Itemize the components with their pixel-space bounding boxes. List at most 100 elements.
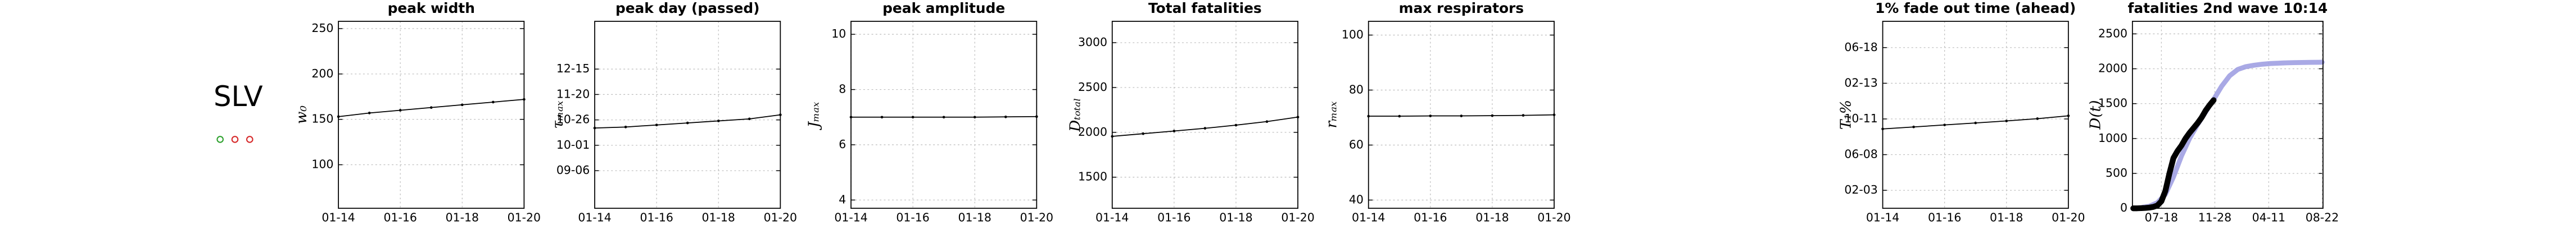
y-tick-label: 09-06: [556, 163, 590, 177]
data-point: [655, 123, 658, 127]
x-tick-label: 01-14: [1095, 211, 1129, 224]
y-axis-label: Dₜₒₜₐₗ: [1067, 98, 1084, 132]
status-dot: [246, 136, 253, 143]
y-tick-label: 200: [311, 67, 333, 80]
y-tick-label: 40: [1349, 192, 1364, 206]
data-point: [1912, 125, 1915, 129]
x-tick-label: 01-16: [896, 211, 929, 224]
x-tick-label: 07-18: [2145, 211, 2178, 224]
data-point: [686, 121, 689, 125]
plot-frame: [1111, 21, 1298, 209]
status-dot: [231, 136, 239, 143]
data-point: [880, 116, 884, 119]
x-tick-label: 01-18: [958, 211, 992, 224]
x-tick-label: 01-16: [1414, 211, 1447, 224]
data-point: [429, 106, 433, 109]
y-axis-label: T₁%: [1837, 100, 1854, 130]
y-axis-label: rₘₐₓ: [1323, 101, 1340, 129]
data-point: [1429, 114, 1432, 117]
y-tick-label: 100: [1342, 27, 1364, 41]
plot-frame: [1368, 21, 1555, 209]
data-point: [1398, 114, 1401, 118]
region-label: SLV: [214, 80, 263, 113]
x-tick-label: 01-16: [384, 211, 417, 224]
data-point: [973, 116, 976, 119]
y-tick-label: 1500: [1078, 170, 1107, 183]
y-tick-label: 0: [2120, 201, 2127, 214]
x-tick-label: 01-18: [1219, 211, 1252, 224]
data-point: [460, 103, 464, 107]
x-tick-label: 01-14: [1352, 211, 1385, 224]
y-tick-label: 60: [1349, 137, 1364, 151]
chart-title: max respirators: [1399, 0, 1524, 16]
observed-line: [2130, 97, 2217, 212]
x-tick-label: 01-18: [446, 211, 479, 224]
y-tick-label: 10-01: [556, 138, 590, 152]
y-tick-label: 12-15: [556, 62, 590, 75]
plot-frame: [338, 21, 525, 209]
y-tick-label: 3000: [1078, 35, 1107, 49]
x-tick-label: 01-20: [1020, 211, 1053, 224]
y-tick-label: 10-11: [1844, 112, 1877, 125]
data-point: [491, 100, 495, 104]
y-tick-label: 06-18: [1844, 40, 1877, 54]
x-tick-label: 01-14: [322, 211, 355, 224]
y-tick-label: 4: [839, 192, 846, 206]
x-tick-label: 01-18: [1475, 211, 1509, 224]
x-tick-label: 01-16: [1928, 211, 1961, 224]
y-tick-label: 80: [1349, 82, 1364, 96]
y-tick-label: 11-20: [556, 87, 590, 100]
y-axis-label: w₀: [293, 105, 310, 125]
data-point: [1974, 121, 1977, 125]
x-tick-label: 01-18: [1990, 211, 2023, 224]
data-point: [942, 116, 945, 119]
x-tick-label: 01-20: [1281, 211, 1314, 224]
x-tick-label: 01-16: [1157, 211, 1190, 224]
chart-title: fatalities 2nd wave 10:14: [2128, 0, 2328, 16]
y-axis-label: Jₘₐₓ: [806, 102, 823, 131]
data-point: [1522, 114, 1525, 117]
data-point: [717, 120, 720, 122]
y-tick-label: 6: [839, 137, 846, 151]
y-axis-label: D(t): [2088, 100, 2104, 130]
x-tick-label: 01-14: [834, 211, 867, 224]
x-tick-label: 11-28: [2198, 211, 2231, 224]
y-tick-label: 06-08: [1844, 148, 1877, 161]
data-point: [1491, 114, 1494, 117]
plot-frame: [1882, 21, 2069, 209]
plot-frame: [850, 21, 1038, 209]
status-dot: [216, 136, 224, 143]
data-point: [1004, 115, 1007, 118]
y-tick-label: 150: [311, 112, 333, 126]
data-point: [748, 117, 751, 121]
data-point: [2036, 117, 2039, 120]
data-point: [1172, 130, 1176, 132]
x-tick-label: 01-14: [1866, 211, 1899, 224]
plot-frame: [2131, 21, 2324, 209]
plot-frame: [594, 21, 781, 209]
chart-title: peak width: [388, 0, 475, 16]
x-tick-label: 08-22: [2306, 211, 2339, 224]
y-tick-label: 10-26: [556, 113, 590, 126]
data-point: [399, 109, 402, 112]
data-point: [1460, 114, 1463, 117]
y-tick-label: 2000: [2098, 62, 2127, 75]
y-tick-label: 1500: [2098, 97, 2127, 110]
chart-title: peak day (passed): [615, 0, 760, 16]
x-tick-label: 01-14: [578, 211, 611, 224]
y-tick-label: 10: [831, 27, 846, 40]
x-tick-label: 01-20: [764, 211, 797, 224]
y-tick-label: 100: [311, 158, 333, 171]
y-tick-label: 02-03: [1844, 183, 1877, 196]
y-tick-label: 500: [2106, 166, 2127, 180]
data-point: [2005, 120, 2008, 122]
chart-title: peak amplitude: [882, 0, 1005, 16]
y-axis-label: τₘₐₓ: [550, 100, 567, 129]
x-tick-label: 01-20: [1537, 211, 1570, 224]
data-point: [1943, 123, 1946, 126]
data-point: [368, 112, 371, 114]
y-tick-label: 02-13: [1844, 76, 1877, 89]
data-point: [911, 116, 914, 119]
data-point: [1203, 127, 1207, 130]
